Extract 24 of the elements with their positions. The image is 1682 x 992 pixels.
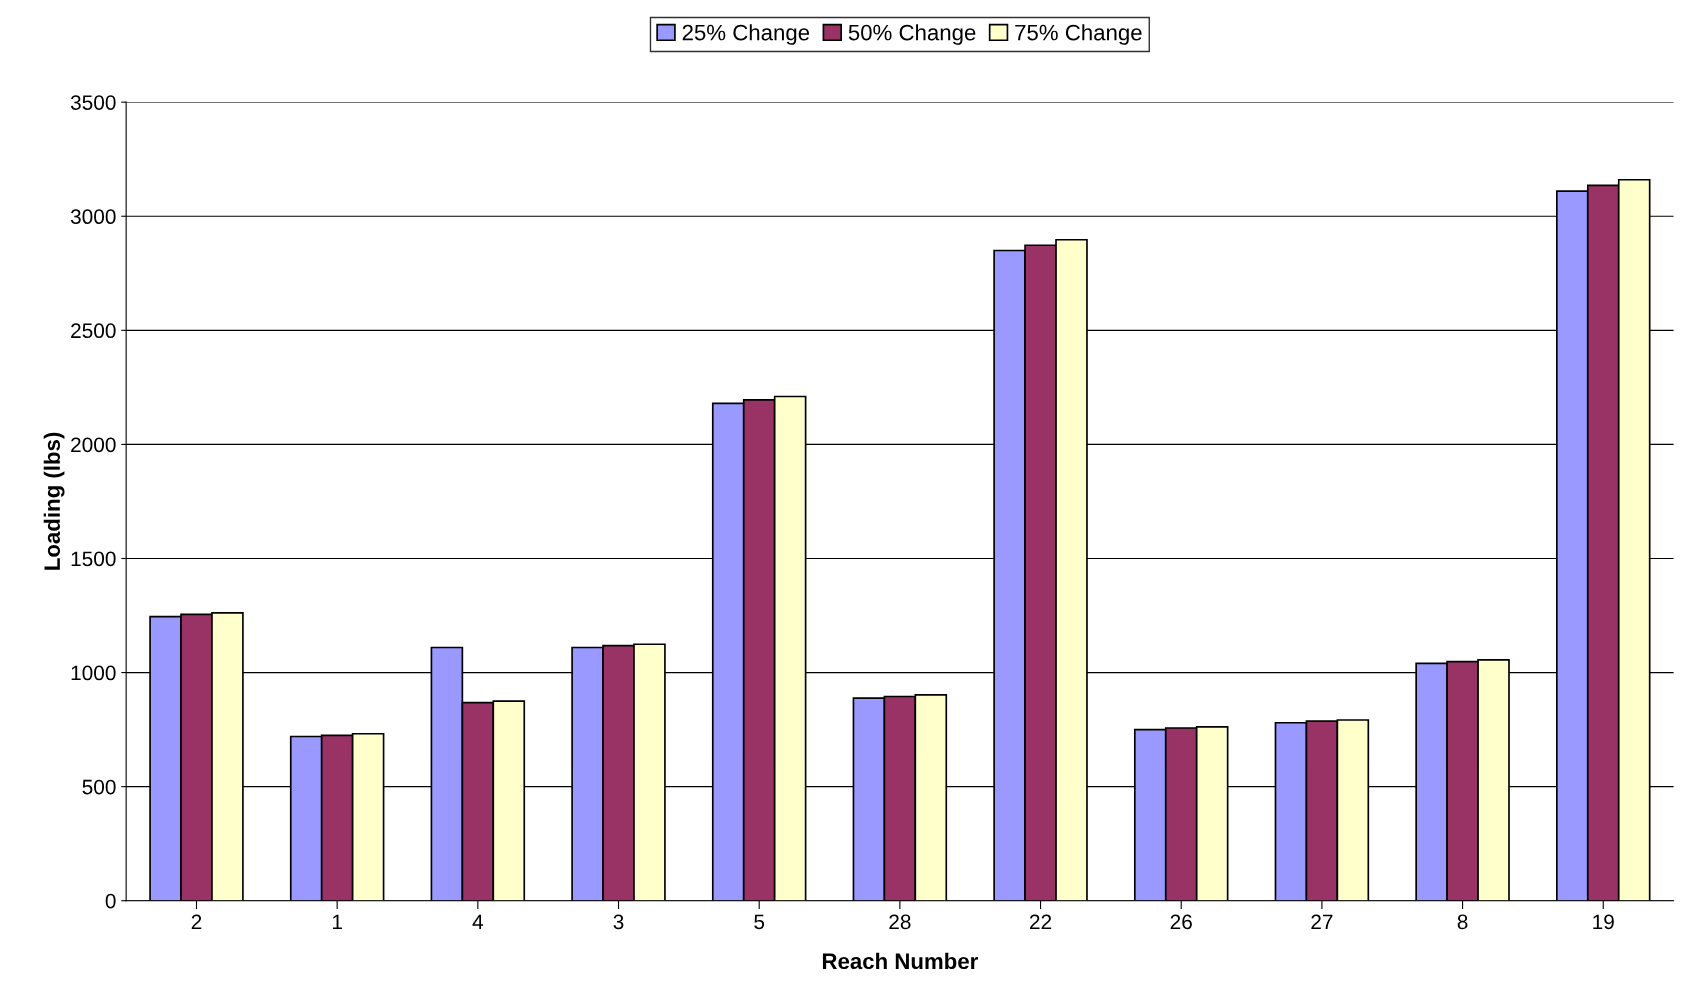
x-tick-label: 8 — [1457, 914, 1468, 930]
legend-label: 25% Change — [682, 24, 810, 45]
y-tick-label: 3500 — [70, 95, 116, 110]
x-tick-label: 4 — [472, 914, 484, 930]
y-tick-label: 1500 — [71, 551, 116, 567]
x-axis-title: Reach Number — [822, 952, 978, 970]
y-tick-label: 500 — [82, 779, 116, 795]
x-tick-label: 2 — [191, 914, 202, 930]
y-tick-label: 2500 — [71, 323, 116, 339]
y-tick-label: 2000 — [71, 437, 116, 453]
y-tick-label: 0 — [105, 893, 116, 909]
x-tick-label: 1 — [332, 914, 342, 930]
x-tick-label: 22 — [1030, 914, 1052, 930]
x-tick-label: 26 — [1170, 914, 1192, 930]
x-tick-label: 28 — [889, 914, 911, 930]
y-tick-label: 3000 — [70, 209, 116, 225]
legend-label: 75% Change — [1015, 24, 1142, 45]
x-tick-label: 5 — [754, 914, 765, 930]
y-tick-label: 1000 — [71, 665, 116, 681]
x-tick-label: 3 — [613, 914, 624, 930]
y-axis-title: Loading (lbs) — [43, 432, 65, 570]
x-tick-label: 27 — [1311, 914, 1333, 930]
x-tick-label: 19 — [1593, 914, 1614, 930]
legend-label: 50% Change — [848, 24, 976, 45]
